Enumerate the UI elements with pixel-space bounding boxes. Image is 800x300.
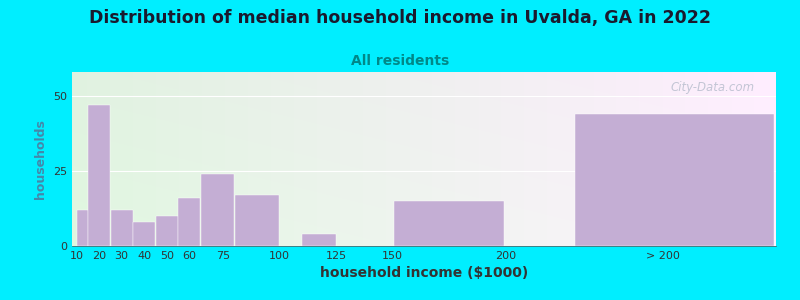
Bar bbox=[394, 201, 504, 246]
Bar bbox=[302, 234, 336, 246]
Bar bbox=[77, 210, 88, 246]
Bar bbox=[133, 222, 155, 246]
Bar bbox=[88, 105, 110, 246]
Y-axis label: households: households bbox=[34, 119, 47, 199]
Bar bbox=[178, 198, 200, 246]
Bar bbox=[235, 195, 279, 246]
Bar bbox=[110, 210, 133, 246]
Text: All residents: All residents bbox=[351, 54, 449, 68]
Bar bbox=[156, 216, 178, 246]
Text: Distribution of median household income in Uvalda, GA in 2022: Distribution of median household income … bbox=[89, 9, 711, 27]
X-axis label: household income ($1000): household income ($1000) bbox=[320, 266, 528, 280]
Bar bbox=[201, 174, 234, 246]
Bar bbox=[575, 114, 774, 246]
Text: City-Data.com: City-Data.com bbox=[670, 81, 755, 94]
